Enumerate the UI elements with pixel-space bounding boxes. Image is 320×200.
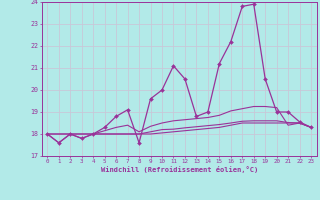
X-axis label: Windchill (Refroidissement éolien,°C): Windchill (Refroidissement éolien,°C) [100,166,258,173]
